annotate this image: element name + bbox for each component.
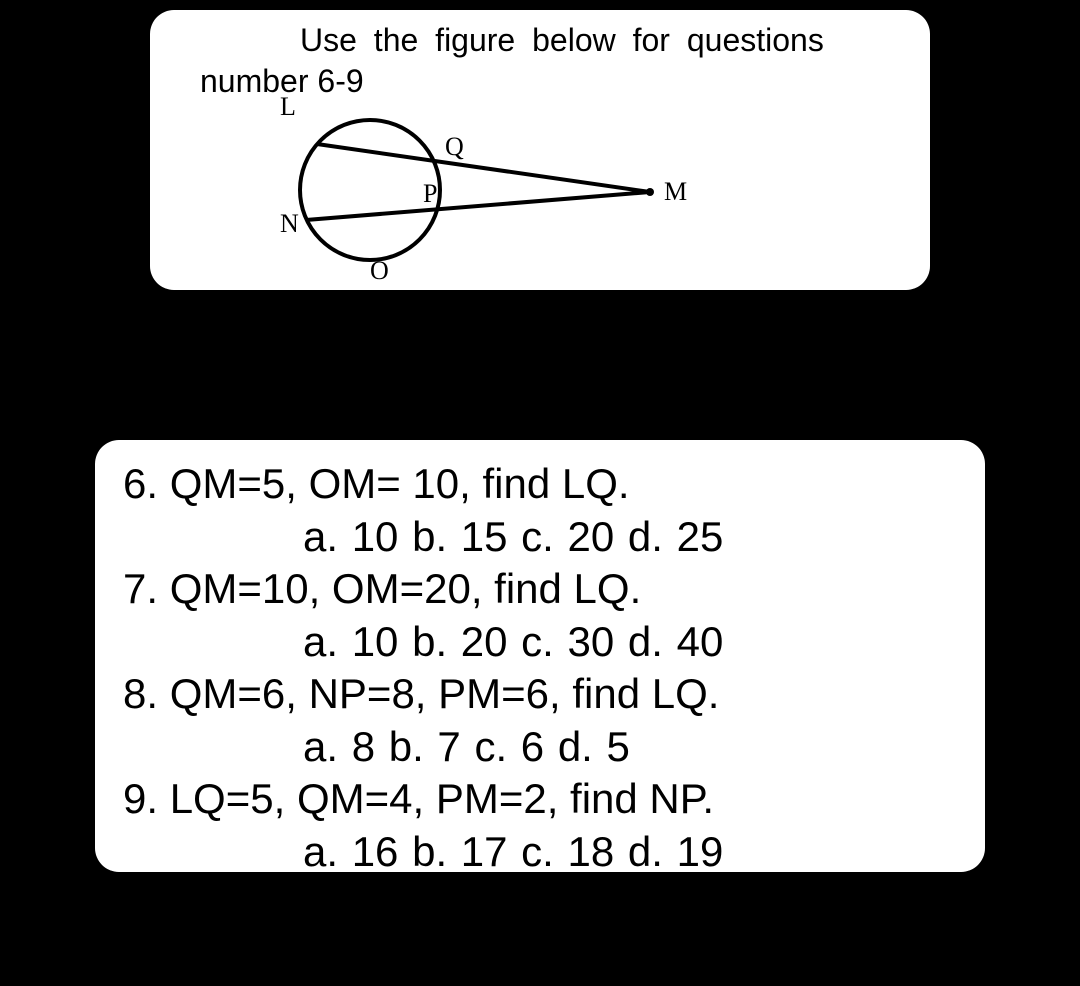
circle-diagram: L Q P M N O xyxy=(220,92,720,292)
label-Q: Q xyxy=(445,132,464,162)
point-M xyxy=(646,188,654,196)
questions-card: 6. QM=5, OM= 10, find LQ. a. 10 b. 15 c.… xyxy=(95,440,985,872)
label-N: N xyxy=(280,209,299,239)
label-P: P xyxy=(423,179,437,209)
line-L-to-M xyxy=(317,144,650,192)
diagram-svg xyxy=(220,92,720,292)
question-6-options: a. 10 b. 15 c. 20 d. 25 xyxy=(123,511,957,564)
label-L: L xyxy=(280,92,296,122)
question-9: 9. LQ=5, QM=4, PM=2, find NP. xyxy=(123,773,957,826)
question-9-options: a. 16 b. 17 c. 18 d. 19 xyxy=(123,826,957,879)
figure-card: Use the figure below for questions numbe… xyxy=(150,10,930,290)
question-7: 7. QM=10, OM=20, find LQ. xyxy=(123,563,957,616)
label-O: O xyxy=(370,256,389,286)
question-7-options: a. 10 b. 20 c. 30 d. 40 xyxy=(123,616,957,669)
question-8-options: a. 8 b. 7 c. 6 d. 5 xyxy=(123,721,957,774)
label-M: M xyxy=(664,177,687,207)
circle-shape xyxy=(300,120,440,260)
question-8: 8. QM=6, NP=8, PM=6, find LQ. xyxy=(123,668,957,721)
instruction-line-1: Use the figure below for questions xyxy=(170,18,910,63)
line-N-to-M xyxy=(306,192,650,220)
question-6: 6. QM=5, OM= 10, find LQ. xyxy=(123,458,957,511)
